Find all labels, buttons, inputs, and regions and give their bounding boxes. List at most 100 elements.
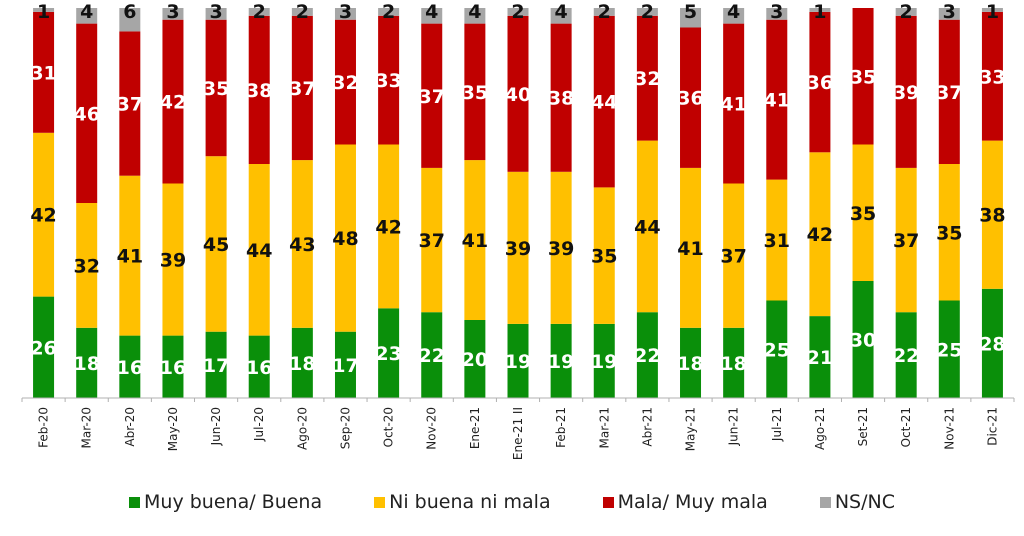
- bar-segment-0: [205, 331, 227, 398]
- bars-layer: [33, 8, 1003, 398]
- bar-segment-3: [593, 8, 615, 16]
- data-label: 42: [30, 205, 56, 227]
- data-label: 5: [684, 1, 697, 23]
- data-label: 37: [419, 230, 445, 252]
- data-label: 36: [677, 88, 703, 110]
- data-label: 37: [936, 82, 962, 104]
- bar-segment-1: [636, 140, 658, 313]
- bar-segment-0: [119, 335, 141, 398]
- bar-segment-1: [33, 132, 55, 297]
- legend-label: Mala/ Muy mala: [617, 491, 768, 513]
- legend-swatch-green: [129, 496, 141, 508]
- x-tick-label: May-20: [166, 407, 180, 451]
- x-tick-label: Nov-20: [425, 407, 439, 450]
- bar-segment-1: [378, 144, 400, 309]
- bar-segment-2: [248, 15, 270, 164]
- x-tick-label: Jun-20: [209, 407, 223, 446]
- data-label: 37: [893, 230, 919, 252]
- data-label: 19: [505, 351, 531, 373]
- data-label: 39: [893, 82, 919, 104]
- bar-segment-2: [291, 15, 313, 161]
- x-tick-label: Nov-21: [942, 407, 956, 450]
- bar-segment-2: [507, 15, 529, 172]
- data-label: 23: [375, 343, 401, 365]
- bar-segment-1: [766, 179, 788, 301]
- data-label: 42: [807, 224, 833, 246]
- bar-segment-1: [162, 183, 184, 336]
- data-label: 2: [900, 1, 913, 23]
- bar-segment-3: [119, 8, 141, 32]
- x-axis-tick-labels: Feb-20 Mar-20 Abr-20 May-20 Jun-20 Jul-20 Ago-…: [37, 407, 1000, 460]
- data-label: 26: [30, 337, 56, 359]
- data-label: 2: [641, 1, 654, 23]
- bar-segment-0: [981, 288, 1003, 398]
- bar-segment-0: [76, 327, 98, 398]
- data-label: 18: [677, 353, 703, 375]
- data-label: 43: [289, 234, 315, 256]
- x-tick-label: Jun-21: [727, 407, 741, 446]
- data-label: 31: [764, 230, 790, 252]
- data-label: 1: [813, 1, 826, 23]
- bar-segment-3: [162, 8, 184, 20]
- bar-segment-1: [507, 171, 529, 324]
- bar-segment-1: [334, 144, 356, 332]
- data-label: 30: [850, 330, 876, 352]
- data-label: 4: [555, 1, 568, 23]
- bar-segment-0: [378, 308, 400, 398]
- data-label: 33: [979, 66, 1005, 88]
- data-label: 37: [117, 94, 143, 116]
- bar-segment-0: [464, 320, 486, 398]
- legend-swatch-yellow: [374, 496, 386, 508]
- x-tick-label: Ago-20: [295, 407, 309, 450]
- data-label: 28: [979, 333, 1005, 355]
- legend-label: Muy buena/ Buena: [144, 491, 323, 513]
- x-tick-label: May-21: [684, 407, 698, 451]
- bar-segment-0: [593, 323, 615, 398]
- data-label: 19: [591, 351, 617, 373]
- data-label: 1: [37, 1, 50, 23]
- data-label: 44: [591, 92, 617, 114]
- data-label: 41: [720, 94, 746, 116]
- data-label: 4: [727, 1, 740, 23]
- bar-segment-3: [334, 8, 356, 20]
- x-tick-label: Jul-21: [770, 407, 784, 442]
- bar-segment-3: [76, 8, 98, 24]
- bar-segment-2: [938, 19, 960, 165]
- bar-segment-2: [809, 11, 831, 153]
- x-tick-label: Ago-21: [813, 407, 827, 450]
- x-tick-label: Oct-21: [899, 407, 913, 447]
- x-tick-label: Ene-21 II: [511, 407, 525, 460]
- x-tick-label: Sep-20: [338, 407, 352, 449]
- data-label: 4: [425, 1, 438, 23]
- bar-segment-3: [33, 8, 55, 12]
- data-label: 32: [332, 72, 358, 94]
- bar-segment-0: [162, 335, 184, 398]
- data-label: 37: [720, 246, 746, 268]
- bar-segment-2: [766, 19, 788, 180]
- bar-segment-3: [680, 8, 702, 28]
- bar-segment-2: [421, 23, 443, 168]
- bar-segment-0: [938, 300, 960, 398]
- bar-segment-3: [895, 8, 917, 16]
- data-label: 38: [246, 80, 272, 102]
- bar-segment-2: [378, 15, 400, 145]
- data-label: 38: [548, 88, 574, 110]
- data-label: 41: [462, 230, 488, 252]
- x-tick-label: Abr-21: [640, 407, 654, 447]
- data-label: 4: [80, 1, 93, 23]
- bar-segment-1: [291, 160, 313, 328]
- data-label: 17: [332, 355, 358, 377]
- x-tick-label: Oct-20: [382, 407, 396, 447]
- data-label: 19: [548, 351, 574, 373]
- data-label: 39: [548, 238, 574, 260]
- bar-segment-1: [119, 175, 141, 336]
- bar-segment-0: [636, 312, 658, 398]
- x-tick-label: Feb-20: [37, 407, 51, 448]
- bar-segment-1: [421, 167, 443, 313]
- data-label: 35: [462, 82, 488, 104]
- bar-segment-2: [981, 11, 1003, 141]
- data-label: 18: [289, 353, 315, 375]
- bar-segment-0: [852, 281, 874, 398]
- bar-segment-1: [76, 203, 98, 328]
- data-label: 39: [505, 238, 531, 260]
